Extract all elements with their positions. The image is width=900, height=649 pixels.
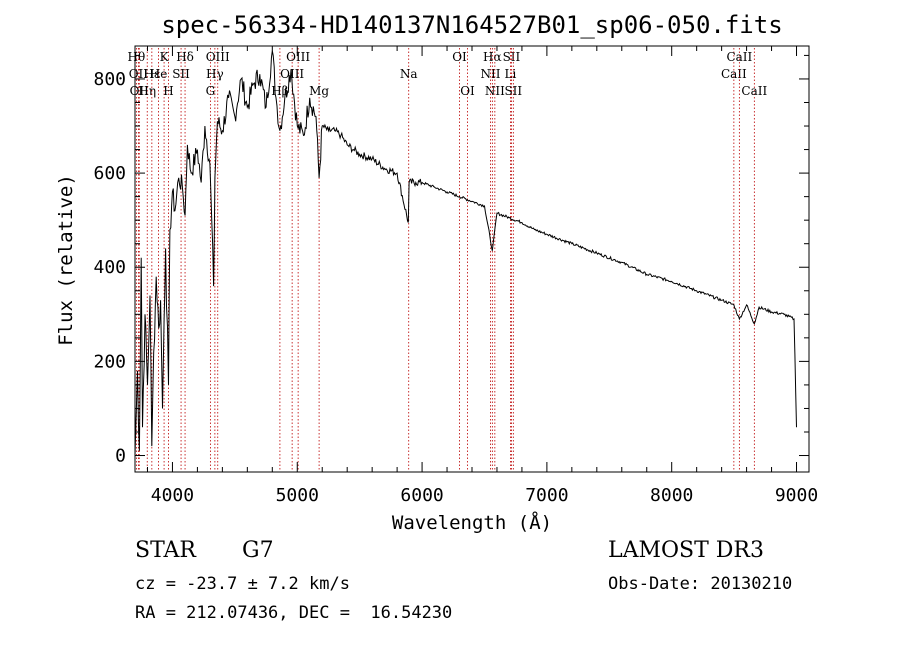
y-tick-label-2: 400 <box>93 257 126 278</box>
line-label-24: SII <box>503 50 521 64</box>
line-label-23: Li <box>505 67 517 81</box>
line-label-9: Hδ <box>176 50 194 64</box>
coordinates: RA = 212.07436, DEC = 16.54230 <box>135 603 453 623</box>
line-label-8: SII <box>172 67 190 81</box>
line-label-21: Hα <box>483 50 502 64</box>
line-label-27: CaII <box>726 50 752 64</box>
chart-title: spec-56334-HD140137N164527B01_sp06-050.f… <box>161 11 782 39</box>
redshift-text: cz = -23.7 ± 7.2 km/s <box>135 574 350 594</box>
line-label-20: NII <box>480 67 500 81</box>
line-label-11: Hγ <box>206 67 224 81</box>
x-tick-label-1: 5000 <box>276 485 319 506</box>
y-axis-label: Flux (relative) <box>55 174 77 346</box>
line-label-1: OII <box>129 67 149 81</box>
x-axis-label: Wavelength (Å) <box>392 511 552 534</box>
x-tick-label-5: 9000 <box>775 485 818 506</box>
line-label-4: Hε <box>144 67 161 81</box>
line-label-0: Hθ <box>128 50 146 64</box>
line-label-19: OI <box>460 84 475 98</box>
object-class: STAR <box>135 538 196 563</box>
line-label-16: Mg <box>309 84 329 98</box>
line-label-3: Hη <box>138 84 156 98</box>
line-label-12: OIII <box>206 50 230 64</box>
x-tick-label-0: 4000 <box>151 485 194 506</box>
object-subclass: G7 <box>242 538 274 563</box>
line-label-2: OII <box>130 84 150 98</box>
y-tick-label-3: 600 <box>93 163 126 184</box>
line-label-10: G <box>206 84 216 98</box>
y-tick-label-1: 200 <box>93 351 126 372</box>
line-label-22: NII <box>485 84 505 98</box>
line-label-5: He <box>150 67 168 81</box>
x-tick-label-4: 8000 <box>650 485 693 506</box>
y-tick-label-4: 800 <box>93 69 126 90</box>
x-tick-label-3: 7000 <box>525 485 568 506</box>
line-label-15: OIII <box>286 50 310 64</box>
line-label-6: K <box>160 50 170 64</box>
emission-lines: HθOIIOIIHηHεHeKHSIIHδGHγOIIIHβOIIIOIIIMg… <box>128 48 767 472</box>
line-label-28: CaII <box>741 84 767 98</box>
survey-name: LAMOST DR3 <box>608 538 764 563</box>
obs-date: Obs-Date: 20130210 <box>608 574 793 594</box>
line-label-7: H <box>163 84 173 98</box>
spectrum-line <box>134 50 797 456</box>
x-tick-label-2: 6000 <box>400 485 443 506</box>
line-label-17: Na <box>400 67 418 81</box>
line-label-18: OI <box>452 50 467 64</box>
y-tick-label-0: 0 <box>115 446 126 467</box>
axes: 4000 5000 6000 7000 8000 9000 0 200 400 600 800 <box>93 46 818 506</box>
line-label-25: SII <box>504 84 522 98</box>
line-label-26: CaII <box>721 67 747 81</box>
